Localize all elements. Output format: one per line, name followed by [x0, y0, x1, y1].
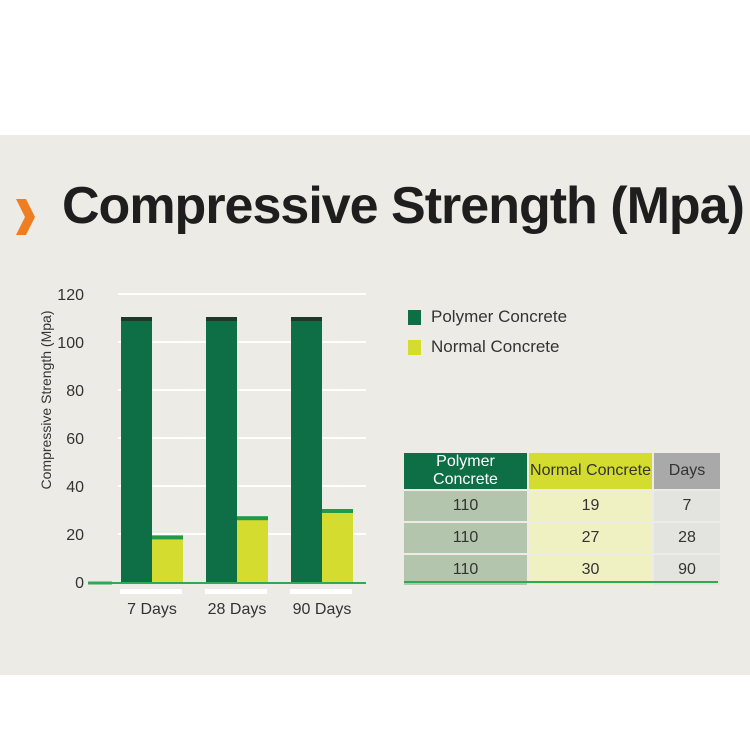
table-cell: 28	[654, 521, 720, 553]
table-row: 110 19 7	[404, 489, 720, 521]
bar-cap	[291, 317, 322, 321]
table-bottom-rule	[404, 581, 718, 583]
bar-polymer-1	[206, 318, 237, 582]
bar-normal-2	[322, 510, 353, 582]
bar-normal-0	[152, 536, 183, 582]
legend-item-normal: Normal Concrete	[408, 332, 567, 362]
legend-swatch-normal	[408, 339, 421, 355]
category-tick-chip	[205, 589, 267, 594]
x-tick-label: 28 Days	[208, 601, 267, 618]
y-tick-label: 0	[75, 575, 84, 592]
y-tick-label: 120	[57, 287, 84, 304]
table-header-polymer: Polymer Concrete	[404, 453, 529, 489]
bar-normal-1	[237, 517, 268, 582]
y-tick-label: 20	[66, 527, 84, 544]
category-tick-chip	[290, 589, 352, 594]
table-cell: 90	[654, 553, 720, 585]
bar-cap	[152, 535, 183, 540]
category-tick-chip	[120, 589, 182, 594]
y-tick-label: 100	[57, 335, 84, 352]
table-cell: 110	[404, 553, 529, 585]
table-cell: 30	[529, 553, 654, 585]
bar-cap	[237, 516, 268, 521]
table-row: 110 30 90	[404, 553, 720, 585]
table-row: 110 27 28	[404, 521, 720, 553]
data-table: Polymer Concrete Normal Concrete Days 11…	[404, 453, 720, 585]
table-cell: 7	[654, 489, 720, 521]
table-cell: 19	[529, 489, 654, 521]
chart-legend: Polymer Concrete Normal Concrete	[408, 302, 567, 362]
bar-polymer-2	[291, 318, 322, 582]
bar-cap	[206, 317, 237, 321]
x-tick-label: 7 Days	[127, 601, 177, 618]
y-tick-label: 80	[66, 383, 84, 400]
table-header-normal: Normal Concrete	[529, 453, 654, 489]
page-title: Compressive Strength (Mpa)	[62, 177, 745, 235]
legend-label-normal: Normal Concrete	[431, 337, 560, 356]
table-header-row: Polymer Concrete Normal Concrete Days	[404, 453, 720, 489]
bar-polymer-0	[121, 318, 152, 582]
legend-swatch-polymer	[408, 309, 421, 325]
y-tick-label: 40	[66, 479, 84, 496]
y-tick-label: 60	[66, 431, 84, 448]
table-cell: 110	[404, 489, 529, 521]
table-header-days: Days	[654, 453, 720, 489]
bar-cap	[121, 317, 152, 321]
x-tick-label: 90 Days	[293, 601, 352, 618]
table-cell: 27	[529, 521, 654, 553]
legend-item-polymer: Polymer Concrete	[408, 302, 567, 332]
table-cell: 110	[404, 521, 529, 553]
chevron-right-icon	[16, 199, 35, 235]
bar-cap	[322, 509, 353, 513]
y-axis-title: Compressive Strength (Mpa)	[38, 311, 54, 490]
legend-label-polymer: Polymer Concrete	[431, 307, 568, 326]
